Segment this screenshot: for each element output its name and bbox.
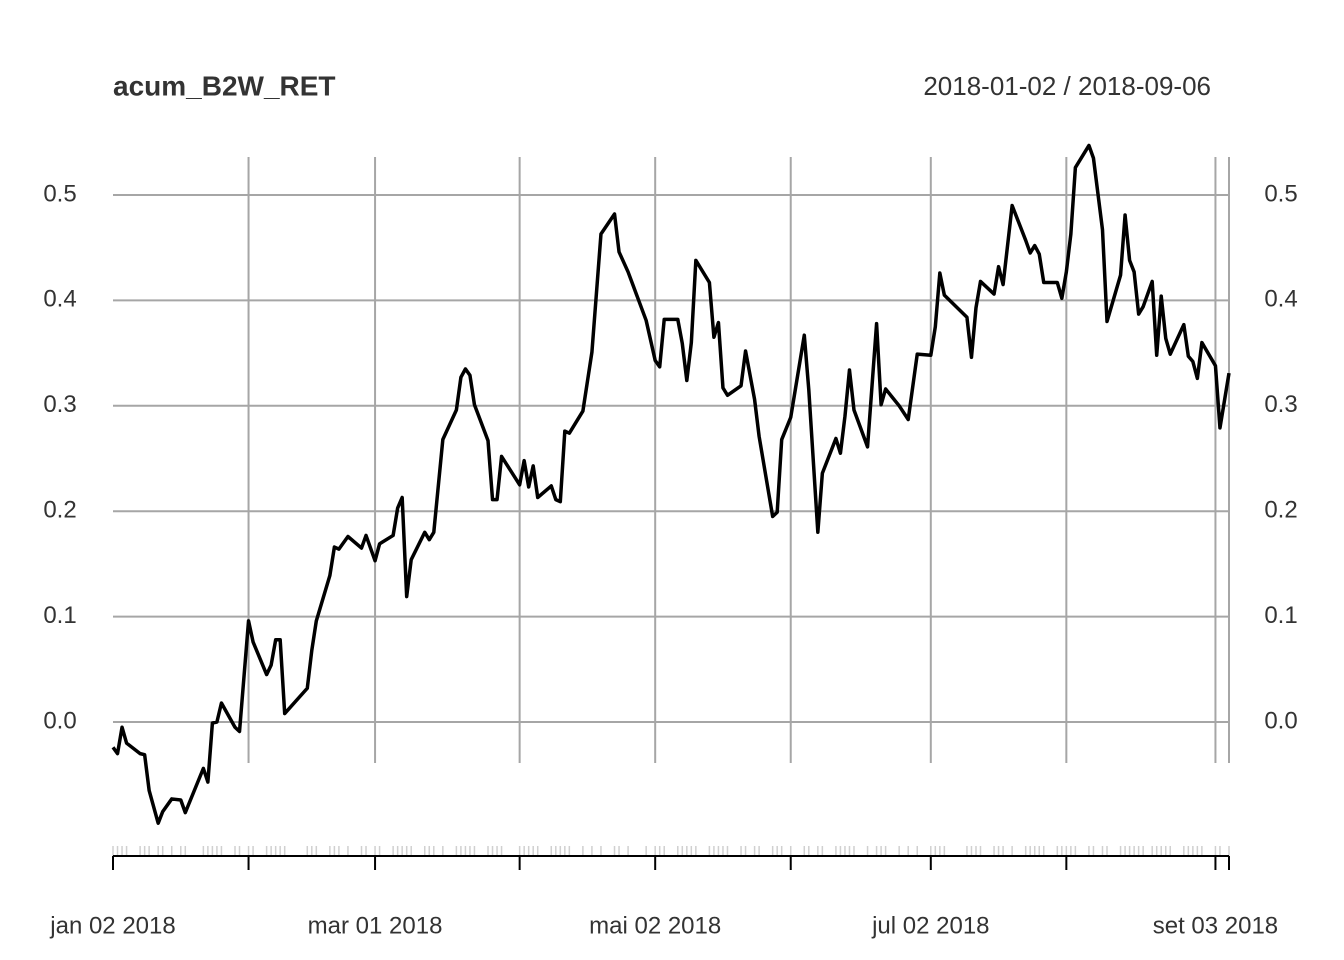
y-tick-label: 0.1	[43, 602, 76, 629]
y-tick-label-right: 0.4	[1264, 286, 1297, 313]
y-tick-label: 0.3	[43, 391, 76, 418]
x-tick-label: mai 02 2018	[589, 912, 721, 939]
chart-title: acum_B2W_RET	[113, 70, 336, 101]
x-tick-label: jan 02 2018	[49, 912, 175, 939]
date-range: 2018-01-02 / 2018-09-06	[923, 71, 1211, 101]
y-tick-label-right: 0.5	[1264, 180, 1297, 207]
series-line	[111, 143, 1231, 825]
y-tick-label: 0.5	[43, 180, 76, 207]
x-tick-label: jul 02 2018	[871, 912, 989, 939]
x-tick-label: mar 01 2018	[308, 912, 443, 939]
y-tick-label: 0.2	[43, 497, 76, 524]
x-tick-label: set 03 2018	[1153, 912, 1278, 939]
y-tick-label: 0.0	[43, 707, 76, 734]
y-tick-label-right: 0.3	[1264, 391, 1297, 418]
y-tick-label-right: 0.1	[1264, 602, 1297, 629]
y-tick-label-right: 0.0	[1264, 707, 1297, 734]
y-tick-label-right: 0.2	[1264, 497, 1297, 524]
y-tick-label: 0.4	[43, 286, 76, 313]
